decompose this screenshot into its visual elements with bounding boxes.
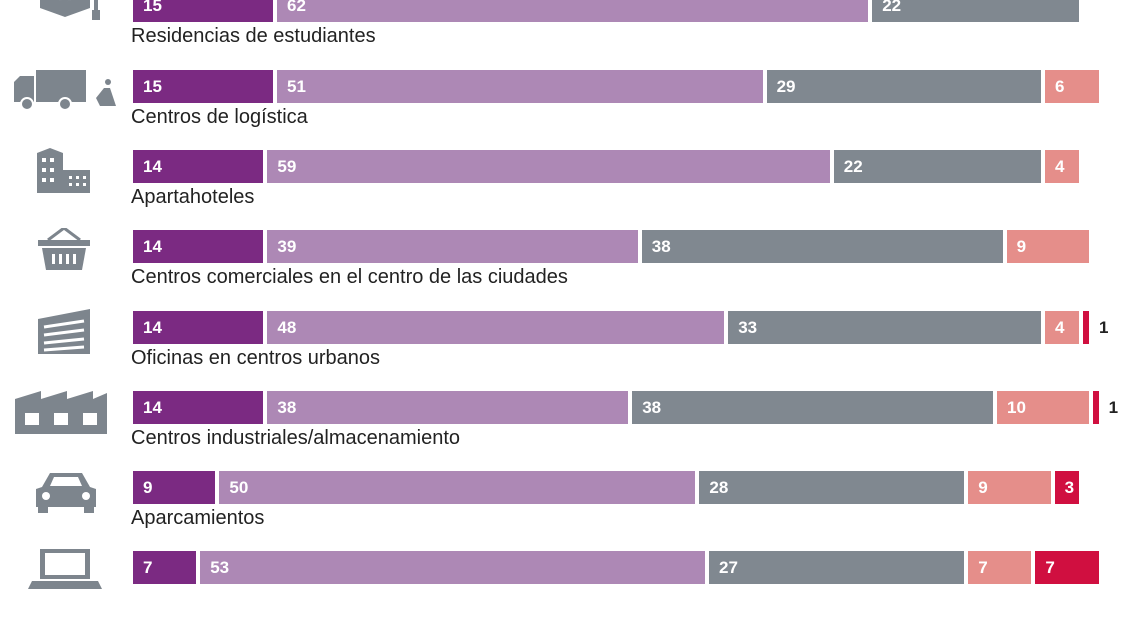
truck-icon <box>10 68 116 128</box>
chart-row: 14 39 38 9 Centros comerciales en el centro … <box>0 226 1128 310</box>
bar-segment: 29 <box>766 70 1041 103</box>
bar-segment: 48 <box>267 311 725 344</box>
bar-segment: 53 <box>200 551 705 584</box>
graduation-cap-icon <box>10 0 100 44</box>
warehouse-icon <box>10 389 107 449</box>
bar-segment: 15 <box>133 0 273 22</box>
building-icon <box>10 148 100 208</box>
bar-segment: 9 <box>968 471 1051 504</box>
bar-segment: 10 <box>997 391 1089 424</box>
chart-row: 14 59 22 4 Apartahoteles <box>0 148 1128 230</box>
bar-segment: 59 <box>267 150 830 183</box>
chart-row: 15 51 29 6 Centros de logística <box>0 70 1128 150</box>
bar-segment: 38 <box>641 230 1003 263</box>
bar-segment: 14 <box>133 391 264 424</box>
bar-segment: 38 <box>632 391 993 424</box>
row-label: Centros industriales/almacenamiento <box>131 427 461 449</box>
row-label: Centros comerciales en el centro de las … <box>131 266 568 288</box>
bar-segment: 7 <box>1035 551 1099 584</box>
bar-segment: 22 <box>833 150 1041 183</box>
office-building-icon <box>10 309 100 369</box>
bar-segment: 9 <box>1006 230 1089 263</box>
chart-row: 14 48 33 4 1 Oficinas en centros urbanos <box>0 309 1128 391</box>
stacked-bar: 15 51 29 6 <box>133 70 1128 103</box>
bar-segment <box>1093 391 1099 424</box>
stacked-bar: 14 39 38 9 <box>133 230 1128 263</box>
bar-segment: 28 <box>699 471 965 504</box>
laptop-icon <box>10 549 102 609</box>
shopping-basket-icon <box>10 226 100 288</box>
bar-segment: 14 <box>133 311 264 344</box>
bar-segment: 62 <box>277 0 869 22</box>
bar-segment: 15 <box>133 70 273 103</box>
stacked-bar: 7 53 27 7 7 <box>133 551 1128 584</box>
bar-segment: 9 <box>133 471 216 504</box>
stacked-bar: 14 38 38 10 1 <box>133 391 1128 424</box>
bar-segment <box>1083 311 1089 344</box>
row-label: Apartahoteles <box>131 186 255 208</box>
chart-row: 15 62 22 Residencias de estudiantes <box>0 0 1128 69</box>
stacked-bar: 14 59 22 4 <box>133 150 1128 183</box>
bar-segment: 38 <box>267 391 629 424</box>
chart-row: 7 53 27 7 7 <box>0 549 1128 631</box>
bar-segment: 4 <box>1045 150 1080 183</box>
stacked-bar: 9 50 28 9 3 <box>133 471 1128 504</box>
chart-row: 14 38 38 10 1 Centros industriales/almacenami… <box>0 391 1128 471</box>
bar-segment: 50 <box>219 471 696 504</box>
chart-row: 9 50 28 9 3 Aparcamientos <box>0 471 1128 551</box>
row-label: Oficinas en centros urbanos <box>131 347 381 369</box>
bar-segment: 3 <box>1054 471 1080 504</box>
stacked-bar: 14 48 33 4 1 <box>133 311 1128 344</box>
bar-segment: 39 <box>267 230 638 263</box>
bar-segment: 51 <box>277 70 763 103</box>
row-label: Aparcamientos <box>131 507 265 529</box>
stacked-bar: 15 62 22 <box>133 0 1128 22</box>
data-label: 1 <box>1099 318 1109 337</box>
bar-segment: 14 <box>133 150 264 183</box>
row-label: Centros de logística <box>131 106 308 128</box>
row-label: Residencias de estudiantes <box>131 25 376 47</box>
car-icon <box>10 469 100 529</box>
bar-segment: 22 <box>872 0 1080 22</box>
bar-segment: 4 <box>1045 311 1080 344</box>
data-label: 1 <box>1108 398 1119 417</box>
bar-segment: 7 <box>133 551 197 584</box>
bar-segment: 7 <box>968 551 1032 584</box>
bar-segment: 27 <box>709 551 965 584</box>
bar-segment: 6 <box>1045 70 1099 103</box>
bar-segment: 14 <box>133 230 264 263</box>
bar-segment: 33 <box>728 311 1041 344</box>
